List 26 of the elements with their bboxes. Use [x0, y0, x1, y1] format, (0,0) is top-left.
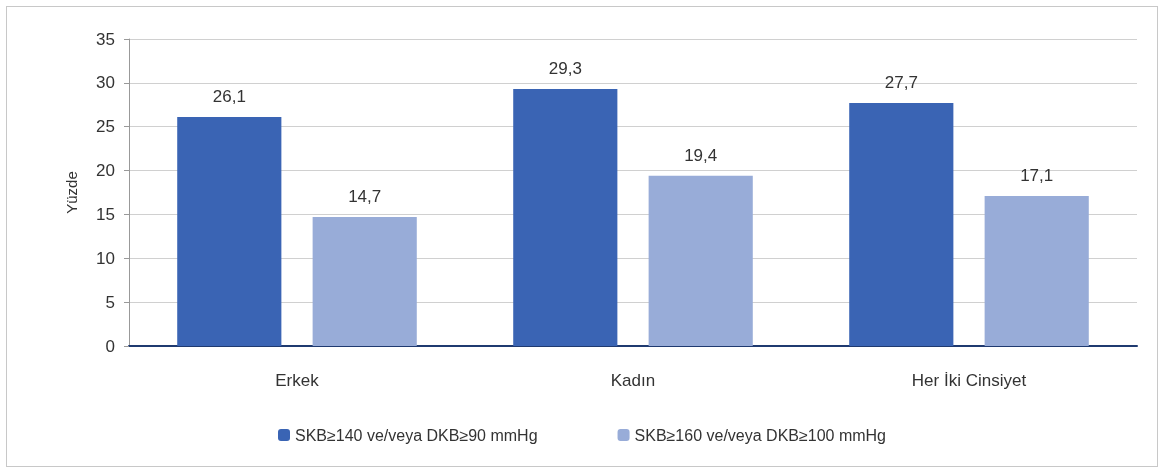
y-tick-label: 5	[105, 292, 115, 312]
y-tick-label: 30	[96, 73, 115, 93]
bar	[648, 175, 753, 346]
bar	[984, 196, 1089, 346]
y-tick-label: 15	[96, 204, 115, 224]
y-tick-label: 35	[96, 29, 115, 49]
data-label: 27,7	[884, 73, 918, 93]
legend-label: SKB≥160 ve/veya DKB≥100 mmHg	[634, 426, 886, 444]
y-tick-label: 10	[96, 248, 115, 268]
bar	[177, 117, 282, 346]
bar	[312, 217, 417, 346]
bar	[849, 103, 954, 346]
y-tick-label: 0	[105, 336, 115, 356]
data-label: 17,1	[1020, 166, 1054, 186]
x-tick-label: Erkek	[275, 371, 320, 390]
y-tick-label: 20	[96, 161, 115, 181]
data-label: 14,7	[348, 187, 382, 207]
y-tick-label: 25	[96, 117, 115, 137]
bar	[513, 89, 618, 346]
data-label: 29,3	[548, 59, 582, 78]
x-tick-label: Her İki Cinsiyet	[911, 371, 1027, 390]
data-label: 19,4	[684, 145, 718, 165]
legend-label: SKB≥140 ve/veya DKB≥90 mmHg	[295, 426, 538, 444]
data-label: 26,1	[212, 87, 246, 107]
y-axis-title: Yüzde	[63, 171, 80, 214]
x-tick-label: Kadın	[610, 371, 656, 390]
